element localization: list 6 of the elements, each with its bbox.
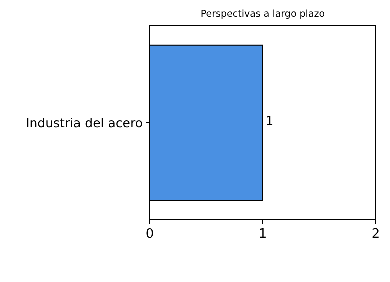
x-tick-label: 1 xyxy=(258,227,268,242)
chart-title: Perspectivas a largo plazo xyxy=(200,9,326,20)
x-tick-label: 0 xyxy=(146,227,154,242)
data-label: 1 xyxy=(266,114,274,128)
x-tick-label: 2 xyxy=(372,227,380,242)
y-tick-label: Industria del acero xyxy=(26,116,143,130)
